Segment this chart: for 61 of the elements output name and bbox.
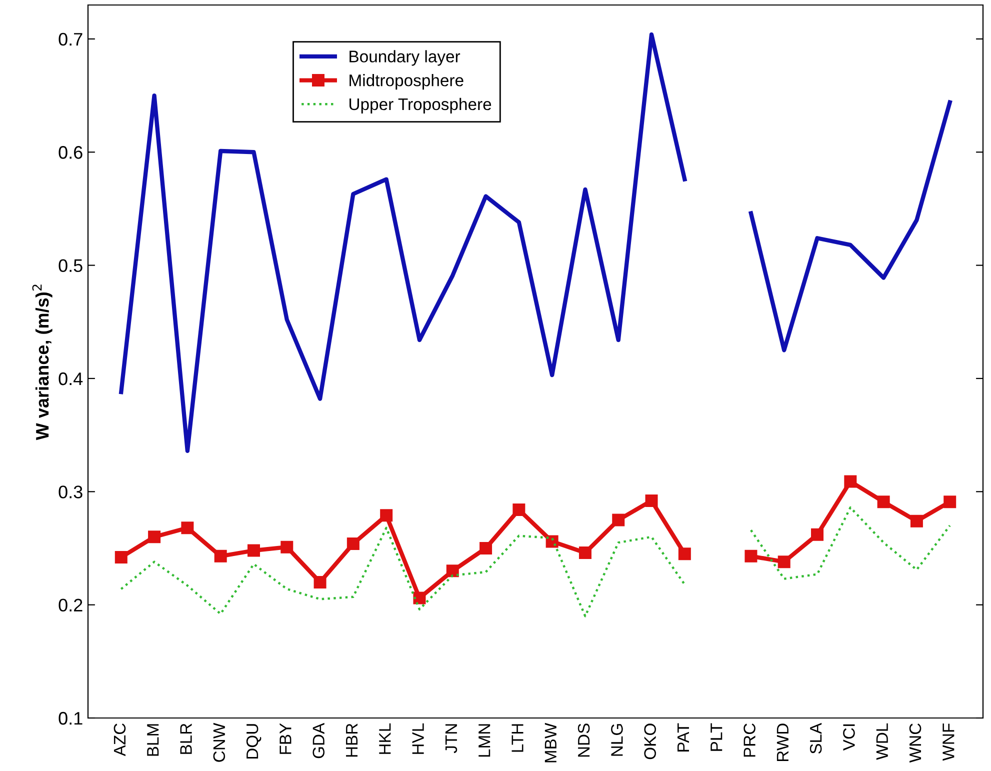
x-tick-label: WDL bbox=[876, 723, 888, 760]
point bbox=[944, 496, 956, 508]
x-tick-label: RWD bbox=[776, 724, 788, 762]
x-tick-label: CNW bbox=[213, 722, 226, 762]
x-tick-label: MBW bbox=[544, 722, 556, 762]
point bbox=[280, 540, 294, 554]
point bbox=[778, 556, 790, 568]
x-tick-label: SLA bbox=[810, 722, 822, 754]
point bbox=[844, 475, 857, 488]
point bbox=[811, 528, 824, 541]
point bbox=[645, 494, 658, 507]
point bbox=[578, 546, 592, 560]
x-tick-label: DQU bbox=[246, 724, 262, 759]
x-tick-label: VCI bbox=[843, 724, 855, 751]
x-tick-label: WNC bbox=[909, 724, 922, 763]
y-tick-label: 0.7 bbox=[58, 32, 82, 46]
legend-label: Midtroposphere bbox=[350, 74, 464, 90]
x-tick-label: PLT bbox=[710, 723, 722, 751]
x-tick-label: HBR bbox=[346, 724, 358, 757]
x-tick-label: LMN bbox=[478, 724, 490, 757]
x-tick-label: JTN bbox=[445, 724, 458, 754]
point bbox=[247, 544, 260, 557]
point bbox=[413, 592, 426, 604]
y-tick-label: 0.1 bbox=[58, 712, 82, 725]
x-tick-label: NLG bbox=[611, 724, 623, 756]
point bbox=[480, 542, 492, 554]
point bbox=[678, 548, 691, 560]
y-tick-label: 0.3 bbox=[58, 486, 82, 498]
point bbox=[214, 550, 227, 562]
point bbox=[314, 576, 326, 588]
y-tick-label: 0.4 bbox=[58, 372, 83, 386]
x-tick-label: PAT bbox=[678, 723, 689, 752]
x-tick-label: BLM bbox=[147, 724, 159, 756]
point bbox=[910, 514, 923, 528]
y-axis-title: W variance, (m/s)$^{2}$ bbox=[32, 284, 52, 440]
x-tick-label: PRC bbox=[744, 723, 756, 757]
point bbox=[181, 522, 194, 534]
y-tick-label: 0.6 bbox=[58, 146, 82, 159]
x-tick-label: WNF bbox=[942, 724, 954, 761]
x-tick-label: OKO bbox=[644, 724, 656, 760]
y-tick-label: 0.5 bbox=[58, 259, 82, 272]
y-tick-label: 0.2 bbox=[58, 598, 82, 612]
point bbox=[446, 564, 459, 578]
point bbox=[512, 504, 526, 516]
legend-label: Boundary layer bbox=[350, 50, 460, 66]
x-tick-label: HKL bbox=[379, 723, 391, 754]
point bbox=[346, 537, 360, 550]
x-tick-label: BLR bbox=[180, 724, 192, 754]
point bbox=[744, 550, 758, 562]
x-tick-label: LTH bbox=[512, 724, 524, 752]
point bbox=[148, 530, 161, 544]
x-tick-label: FBY bbox=[280, 723, 292, 754]
point bbox=[612, 514, 625, 526]
legend-label: Upper Troposphere bbox=[350, 98, 492, 114]
x-tick-label: NDS bbox=[578, 724, 590, 757]
x-tick-label: AZC bbox=[114, 723, 126, 756]
x-tick-label: HVL bbox=[412, 723, 424, 754]
point bbox=[114, 551, 128, 564]
x-tick-label: GDA bbox=[312, 722, 325, 758]
point bbox=[877, 496, 890, 508]
point bbox=[380, 509, 393, 522]
